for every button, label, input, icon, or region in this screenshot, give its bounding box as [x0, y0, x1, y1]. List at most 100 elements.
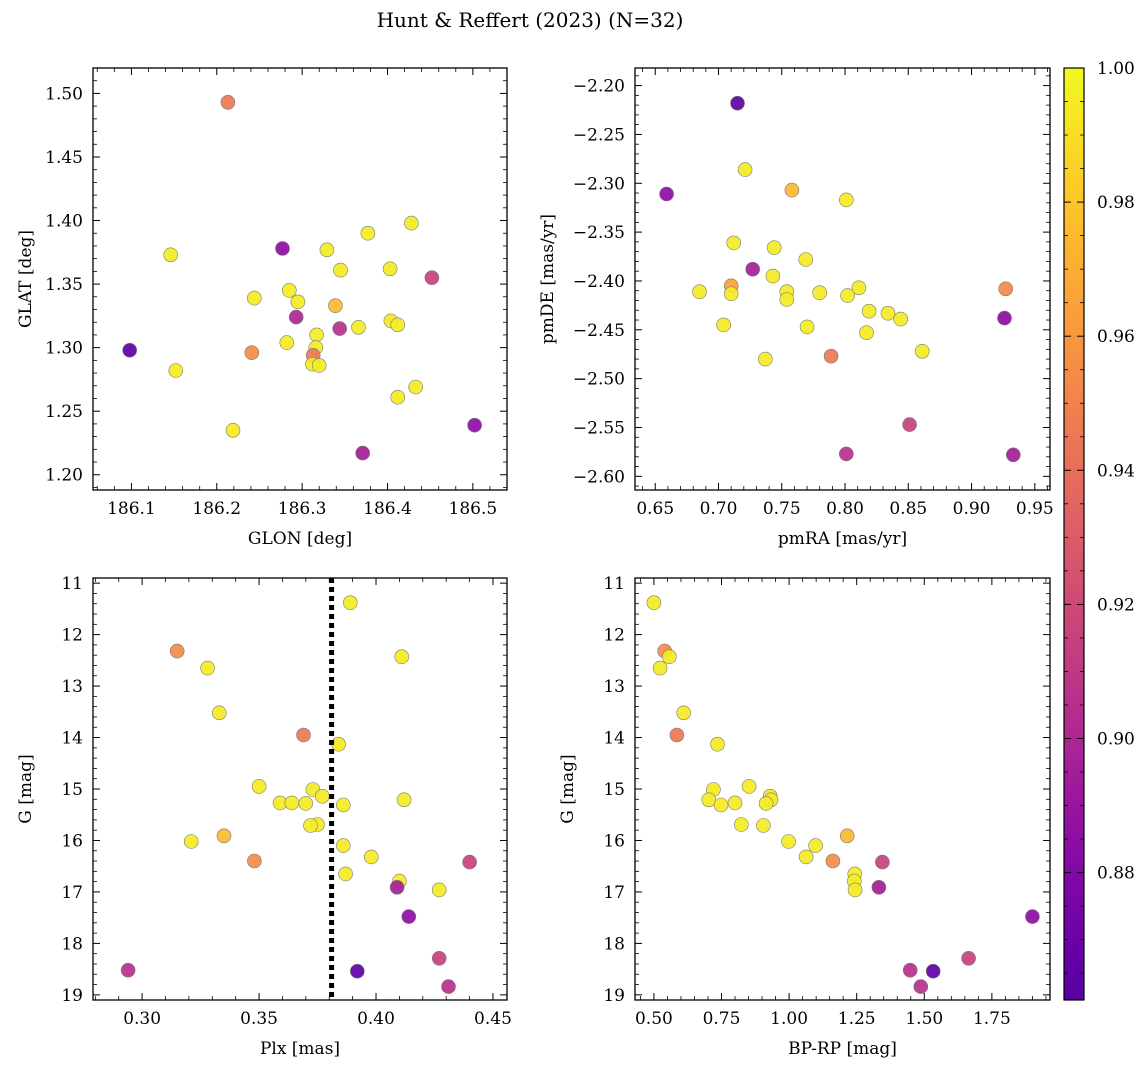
data-point: [363, 849, 379, 865]
data-point: [401, 909, 417, 924]
data-point: [902, 962, 918, 978]
data-point: [288, 309, 304, 325]
y-tick-label: 18: [603, 934, 625, 954]
data-point: [319, 242, 335, 258]
y-tick-label: 14: [61, 729, 83, 749]
data-point: [163, 247, 178, 263]
data-point: [925, 963, 941, 979]
data-point: [290, 294, 306, 310]
y-tick-label: 12: [61, 626, 83, 646]
plot-frame: [92, 577, 508, 1001]
y-tick-label: 1.20: [45, 466, 83, 486]
data-point: [713, 797, 729, 813]
x-axis-label: GLON [deg]: [248, 529, 352, 549]
data-point: [120, 962, 136, 978]
data-point: [382, 261, 398, 277]
data-point: [880, 305, 896, 321]
x-tick-label: 0.50: [635, 1009, 673, 1029]
data-point: [1025, 909, 1040, 924]
data-point: [823, 348, 839, 364]
y-tick-label: 11: [61, 574, 83, 594]
x-axis-label: BP-RP [mag]: [788, 1039, 897, 1059]
data-point: [701, 792, 717, 808]
x-tick-label: 0.40: [357, 1009, 395, 1029]
data-point: [798, 849, 814, 865]
data-point: [404, 215, 419, 231]
y-tick-label: 11: [603, 574, 625, 594]
x-tick-label: 186.3: [278, 499, 327, 519]
data-point: [716, 317, 731, 333]
data-point: [779, 292, 795, 307]
x-tick-label: 186.2: [192, 499, 241, 519]
y-tick-label: 16: [61, 831, 83, 851]
data-point: [781, 834, 796, 849]
y-tick-label: 1.25: [45, 402, 83, 422]
data-point: [692, 284, 707, 300]
y-tick-label: 13: [603, 677, 625, 697]
data-point: [669, 727, 685, 743]
plot-frame: [92, 67, 508, 491]
colorbar-tick-label: 0.88: [1097, 864, 1135, 884]
data-point: [808, 838, 823, 853]
y-tick-label: 12: [603, 626, 625, 646]
y-axis-label: GLAT [deg]: [16, 230, 36, 328]
y-axis-label: G [mag]: [16, 754, 36, 823]
y-tick-label: 13: [61, 677, 83, 697]
data-point: [847, 882, 863, 898]
data-point: [726, 235, 742, 251]
data-point: [389, 879, 405, 895]
data-point: [355, 445, 371, 461]
data-point: [247, 853, 262, 869]
y-tick-label: −2.55: [573, 418, 625, 438]
data-point: [851, 280, 867, 296]
scatter-points: [659, 95, 1021, 463]
x-tick-label: 0.45: [474, 1009, 512, 1029]
data-point: [961, 950, 976, 966]
data-point: [349, 963, 365, 979]
data-point: [342, 595, 358, 611]
ticks: 0.65 0.70 0.75 0.80 0.85 0.90 0.95 −2.60 −2.55 −2…: [573, 68, 1054, 519]
x-tick-label: 1.75: [973, 1009, 1011, 1029]
y-tick-label: −2.45: [573, 321, 625, 341]
y-tick-label: −2.25: [573, 125, 625, 145]
data-point: [408, 379, 424, 395]
data-point: [723, 286, 739, 302]
data-point: [871, 879, 887, 895]
data-point: [335, 797, 351, 813]
colorbar-gradient: [1063, 67, 1085, 1001]
data-point: [661, 649, 677, 665]
data-point: [812, 285, 828, 301]
x-tick-label: 1.50: [905, 1009, 943, 1029]
data-point: [424, 270, 440, 286]
y-axis-label: pmDE [mas/yr]: [538, 214, 558, 344]
data-point: [332, 321, 348, 336]
data-point: [741, 779, 757, 794]
y-tick-label: 18: [61, 934, 83, 954]
y-axis-label: G [mag]: [558, 754, 578, 823]
y-tick-label: −2.60: [573, 467, 625, 487]
data-point: [861, 303, 877, 319]
plot-frame: [634, 577, 1051, 1001]
data-point: [730, 95, 745, 111]
data-point: [1005, 447, 1021, 463]
scatter-points: [646, 595, 1040, 994]
colorbar: 0.88 0.90 0.92 0.94 0.96 0.98 1.00: [1063, 59, 1135, 1001]
colorbar-tick-label: 0.92: [1097, 595, 1135, 615]
y-tick-label: 17: [603, 883, 625, 903]
x-tick-label: 0.35: [240, 1009, 278, 1029]
plot-frame: [634, 67, 1051, 491]
data-point: [244, 345, 260, 361]
data-point: [396, 792, 412, 808]
x-tick-label: 186.5: [449, 499, 498, 519]
panel-top-left: 186.1 186.2 186.3 186.4 186.5 1.20 1.25 1.30 1.3…: [16, 67, 508, 549]
x-tick-label: 0.75: [763, 499, 801, 519]
colorbar-tick-label: 0.94: [1097, 461, 1135, 481]
data-point: [431, 950, 447, 966]
y-tick-label: 17: [61, 883, 83, 903]
data-point: [838, 192, 854, 208]
data-point: [745, 261, 761, 277]
x-tick-label: 0.80: [826, 499, 864, 519]
data-point: [281, 283, 297, 298]
y-tick-label: 15: [61, 780, 83, 800]
data-point: [467, 417, 482, 433]
